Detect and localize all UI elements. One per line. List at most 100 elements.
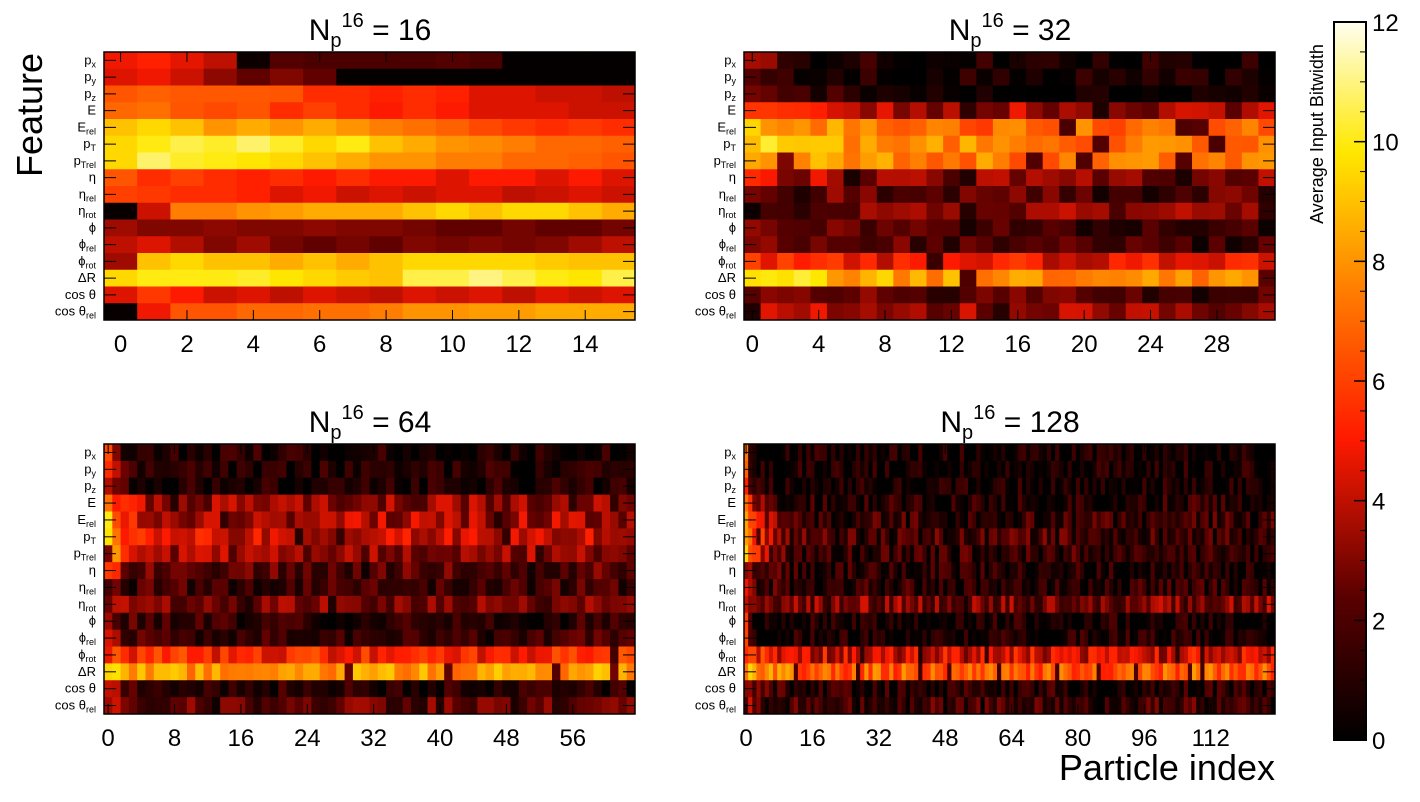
- heatmap-cell: [1034, 562, 1039, 580]
- heatmap-cell: [777, 629, 782, 647]
- heatmap-cell: [211, 680, 221, 698]
- heatmap-cell: [1150, 477, 1156, 496]
- heatmap-cell: [469, 646, 478, 664]
- heatmap-cell: [901, 579, 907, 597]
- heatmap-cell: [976, 303, 994, 321]
- heatmap-cell: [1196, 697, 1201, 715]
- heatmap-cell: [576, 562, 586, 580]
- heatmap-cell: [286, 444, 296, 462]
- heatmap-cell: [810, 579, 815, 597]
- heatmap-cell: [1241, 219, 1259, 237]
- heatmap-cell: [610, 494, 619, 512]
- heatmap-cell: [1063, 494, 1068, 512]
- feature-label: ΔR: [78, 270, 96, 285]
- heatmap-cell: [601, 697, 611, 715]
- heatmap-cell: [568, 646, 578, 664]
- feature-label: Erel: [77, 512, 96, 529]
- heatmap-cell: [452, 562, 462, 580]
- heatmap-cell: [1150, 612, 1156, 631]
- heatmap-cell: [1241, 202, 1259, 220]
- feature-label: py: [84, 461, 96, 478]
- heatmap-cell: [851, 444, 857, 462]
- heatmap-cell: [211, 697, 221, 715]
- heatmap-cell: [112, 545, 121, 563]
- heatmap-cell: [601, 444, 611, 462]
- heatmap-cell: [361, 562, 370, 580]
- heatmap-cell: [601, 52, 636, 70]
- heatmap-cell: [186, 646, 196, 664]
- heatmap-cell: [560, 579, 570, 597]
- heatmap-cell: [435, 460, 445, 479]
- heatmap-cell: [269, 444, 279, 462]
- heatmap-cell: [1026, 562, 1031, 580]
- heatmap-cell: [1208, 286, 1226, 304]
- heatmap-cell: [211, 595, 221, 614]
- heatmap-cell: [1229, 646, 1234, 664]
- heatmap-cell: [926, 545, 932, 563]
- colorbar-tick-label: 12: [1372, 10, 1399, 37]
- heatmap-cell: [984, 646, 990, 664]
- heatmap-cell: [909, 152, 927, 170]
- heatmap-cell: [502, 68, 536, 86]
- heatmap-cell: [1092, 562, 1098, 580]
- heatmap-cell: [419, 562, 428, 580]
- x-tick-label: 0: [114, 331, 127, 358]
- heatmap-cell: [1030, 612, 1035, 631]
- heatmap-cell: [1088, 697, 1093, 715]
- heatmap-cell: [352, 579, 362, 597]
- heatmap-cell: [1038, 646, 1044, 664]
- heatmap-cell: [968, 697, 973, 715]
- heatmap-cell: [1212, 460, 1218, 479]
- heatmap-cell: [1080, 494, 1085, 512]
- heatmap-cell: [1026, 460, 1031, 479]
- heatmap-cell: [897, 595, 903, 614]
- heatmap-cell: [1233, 528, 1239, 546]
- heatmap-cell: [1125, 52, 1143, 70]
- heatmap-cell: [236, 85, 271, 103]
- heatmap-cell: [568, 102, 603, 120]
- heatmap-cell: [278, 612, 287, 631]
- heatmap-cell: [336, 253, 370, 271]
- heatmap-cell: [856, 494, 861, 512]
- heatmap-cell: [789, 697, 795, 715]
- heatmap-cell: [236, 119, 271, 137]
- heatmap-cell: [236, 545, 246, 563]
- heatmap-cell: [901, 562, 907, 580]
- heatmap-cell: [236, 477, 246, 496]
- heatmap-cell: [560, 494, 570, 512]
- heatmap-cell: [1154, 579, 1160, 597]
- heatmap-cell: [864, 697, 869, 715]
- heatmap-cell: [1158, 477, 1164, 496]
- heatmap-cell: [872, 528, 878, 546]
- heatmap-cell: [918, 545, 923, 563]
- heatmap-cell: [777, 562, 782, 580]
- heatmap-cell: [756, 697, 761, 715]
- heatmap-cell: [1104, 494, 1110, 512]
- heatmap-cell: [402, 202, 437, 220]
- heatmap-cell: [843, 303, 861, 321]
- heatmap-cell: [760, 680, 766, 698]
- heatmap-cell: [469, 169, 503, 187]
- heatmap-cell: [914, 612, 919, 631]
- heatmap-cell: [576, 494, 586, 512]
- heatmap-cell: [195, 460, 204, 479]
- heatmap-cell: [1208, 219, 1226, 237]
- heatmap-cell: [872, 494, 878, 512]
- heatmap-cell: [120, 663, 130, 681]
- heatmap-cell: [847, 545, 853, 563]
- heatmap-cell: [269, 236, 304, 254]
- heatmap-cell: [1063, 697, 1068, 715]
- heatmap-cell: [1221, 663, 1226, 681]
- heatmap-cell: [610, 528, 619, 546]
- heatmap-cell: [203, 444, 213, 462]
- heatmap-cell: [1200, 494, 1205, 512]
- heatmap-cell: [1075, 253, 1093, 271]
- heatmap-cell: [760, 85, 778, 103]
- heatmap-cell: [760, 303, 778, 321]
- heatmap-cell: [195, 579, 204, 597]
- heatmap-cell: [601, 477, 611, 496]
- heatmap-cell: [905, 562, 911, 580]
- heatmap-cell: [963, 663, 969, 681]
- heatmap-cell: [1055, 528, 1060, 546]
- heatmap-cell: [1030, 511, 1035, 529]
